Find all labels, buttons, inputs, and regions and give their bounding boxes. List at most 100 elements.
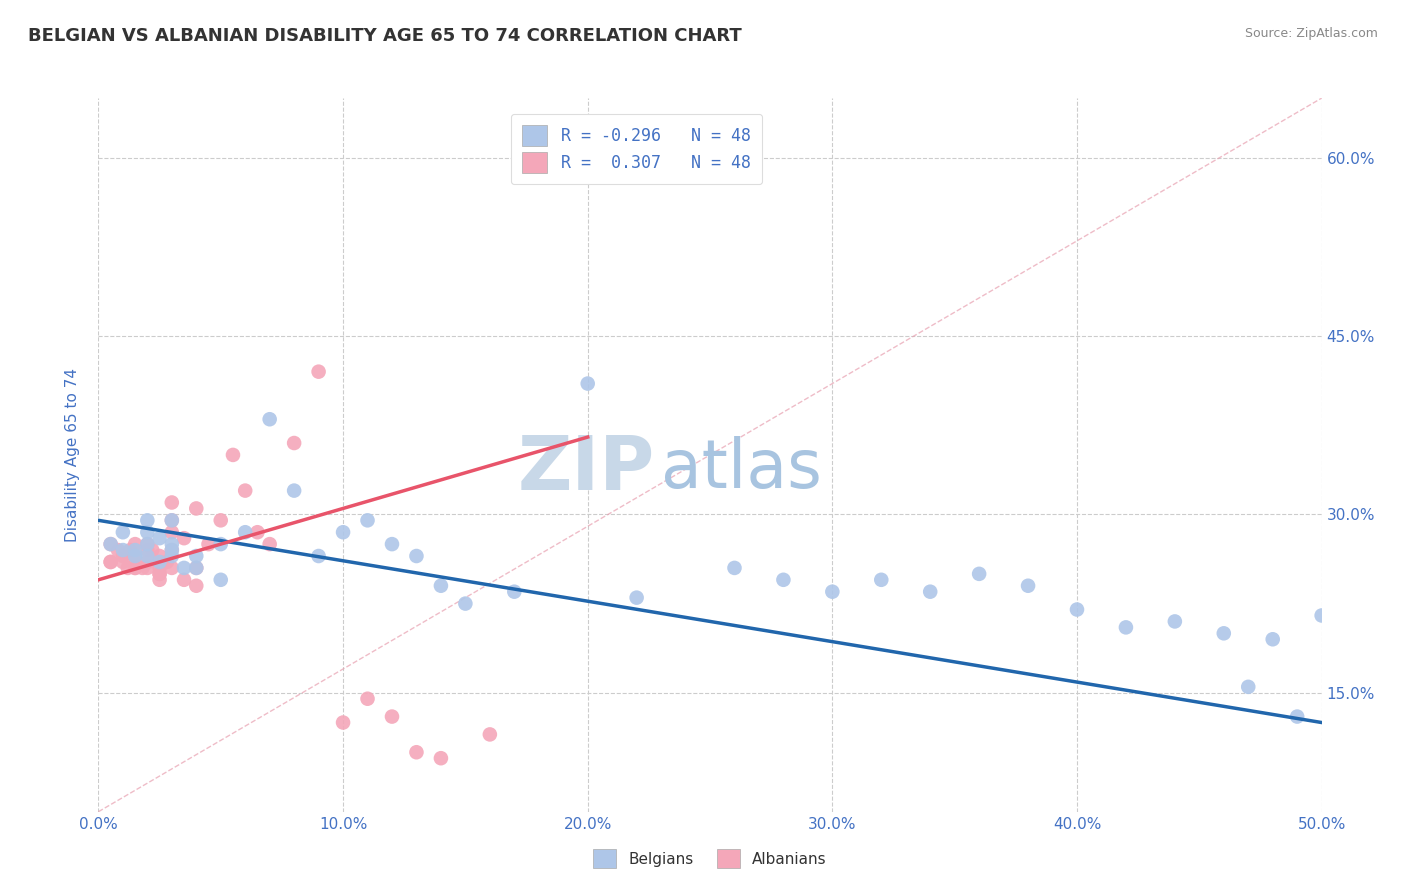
Point	[124, 537, 146, 551]
Point	[967, 566, 990, 581]
Point	[1310, 608, 1333, 623]
Point	[111, 543, 134, 558]
Point	[160, 561, 183, 575]
Point	[1017, 579, 1039, 593]
Point	[626, 591, 648, 605]
Point	[381, 709, 404, 723]
Point	[1164, 615, 1187, 629]
Point	[136, 543, 159, 558]
Point	[160, 525, 183, 540]
Point	[503, 584, 526, 599]
Point	[131, 561, 153, 575]
Point	[136, 513, 159, 527]
Point	[454, 597, 477, 611]
Point	[136, 537, 159, 551]
Point	[1237, 680, 1260, 694]
Point	[149, 573, 172, 587]
Point	[1212, 626, 1234, 640]
Point	[124, 549, 146, 563]
Point	[332, 715, 354, 730]
Point	[233, 483, 256, 498]
Point	[173, 573, 195, 587]
Point	[186, 579, 208, 593]
Point	[723, 561, 745, 575]
Point	[332, 525, 354, 540]
Y-axis label: Disability Age 65 to 74: Disability Age 65 to 74	[65, 368, 80, 542]
Point	[283, 436, 305, 450]
Text: ZIP: ZIP	[517, 433, 655, 506]
Point	[160, 513, 183, 527]
Point	[405, 549, 427, 563]
Point	[149, 531, 172, 545]
Point	[100, 555, 122, 569]
Point	[173, 561, 195, 575]
Point	[160, 549, 183, 563]
Point	[186, 561, 208, 575]
Point	[100, 555, 122, 569]
Point	[149, 549, 172, 563]
Point	[141, 543, 163, 558]
Point	[209, 513, 232, 527]
Point	[156, 555, 179, 569]
Point	[149, 566, 172, 581]
Point	[136, 555, 159, 569]
Point	[259, 537, 281, 551]
Point	[149, 566, 172, 581]
Point	[111, 549, 134, 563]
Point	[1286, 709, 1309, 723]
Point	[111, 555, 134, 569]
Point	[209, 537, 232, 551]
Point	[149, 555, 172, 569]
Point	[124, 549, 146, 563]
Point	[186, 549, 208, 563]
Point	[100, 537, 122, 551]
Text: BELGIAN VS ALBANIAN DISABILITY AGE 65 TO 74 CORRELATION CHART: BELGIAN VS ALBANIAN DISABILITY AGE 65 TO…	[28, 27, 742, 45]
Point	[576, 376, 599, 391]
Point	[772, 573, 794, 587]
Point	[136, 525, 159, 540]
Point	[107, 543, 129, 558]
Point	[308, 549, 330, 563]
Legend: R = -0.296   N = 48, R =  0.307   N = 48: R = -0.296 N = 48, R = 0.307 N = 48	[510, 113, 762, 185]
Point	[381, 537, 404, 551]
Point	[1261, 632, 1284, 647]
Point	[160, 495, 183, 509]
Point	[120, 543, 142, 558]
Point	[124, 543, 146, 558]
Point	[186, 561, 208, 575]
Point	[124, 561, 146, 575]
Point	[111, 525, 134, 540]
Point	[149, 561, 172, 575]
Point	[233, 525, 256, 540]
Point	[136, 537, 159, 551]
Point	[136, 549, 159, 563]
Point	[173, 531, 195, 545]
Point	[186, 501, 208, 516]
Point	[920, 584, 942, 599]
Point	[124, 561, 146, 575]
Point	[117, 561, 139, 575]
Text: atlas: atlas	[661, 436, 823, 502]
Point	[356, 513, 378, 527]
Point	[197, 537, 219, 551]
Point	[100, 537, 122, 551]
Point	[160, 543, 183, 558]
Point	[259, 412, 281, 426]
Point	[308, 365, 330, 379]
Point	[430, 751, 453, 765]
Point	[246, 525, 269, 540]
Point	[209, 573, 232, 587]
Point	[160, 513, 183, 527]
Point	[1115, 620, 1137, 634]
Point	[160, 537, 183, 551]
Point	[405, 745, 427, 759]
Point	[1066, 602, 1088, 616]
Point	[821, 584, 844, 599]
Point	[283, 483, 305, 498]
Point	[870, 573, 893, 587]
Point	[478, 727, 501, 741]
Point	[356, 691, 378, 706]
Point	[136, 561, 159, 575]
Point	[222, 448, 245, 462]
Point	[160, 543, 183, 558]
